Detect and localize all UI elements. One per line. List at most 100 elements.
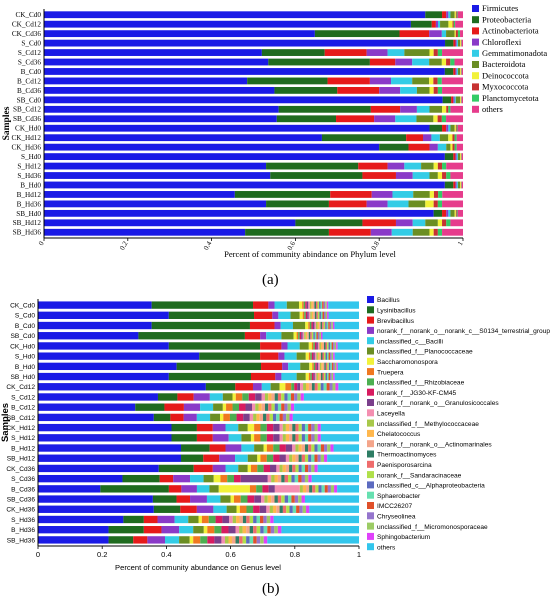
bar-segment-2-SB_Hd12-2 xyxy=(203,454,220,462)
bar-segment-1-B_Cd12-7 xyxy=(433,77,438,85)
bar-segment-2-B_Hd36-14 xyxy=(246,526,250,534)
bar-segment-2-SB_Hd12-4 xyxy=(235,454,248,462)
bar-segment-2-SB_Hd36-10 xyxy=(214,536,222,544)
bar-segment-1-B_Cd0-5 xyxy=(457,68,461,75)
bar-segment-2-SB_Cd0-19 xyxy=(314,332,317,340)
category-label: B_Hd0 xyxy=(20,181,41,189)
bar-segment-2-SB_Hd0-16 xyxy=(322,372,325,381)
bar-segment-2-CK_Cd0-4 xyxy=(274,301,287,309)
bar-segment-2-CK_Hd36-16 xyxy=(282,505,287,513)
bar-segment-1-B_Hd36-2 xyxy=(328,200,367,208)
bar-segment-1-CK_Cd12-2 xyxy=(431,20,436,28)
bar-segment-2-S_Cd12-14 xyxy=(271,393,275,401)
bar-segment-2-B_Cd12-19 xyxy=(277,403,282,411)
category-label: S_Hd0 xyxy=(15,354,35,361)
bar-segment-1-S_Hd12-1 xyxy=(266,162,359,170)
bar-segment-2-B_Hd12-17 xyxy=(311,444,315,452)
bar-segment-2-SB_Cd12-10 xyxy=(243,413,250,422)
bar-segment-2-S_Cd36-16 xyxy=(284,474,289,483)
bar-segment-1-CK_Hd0-6 xyxy=(454,124,456,132)
bar-segment-2-SB_Hd0-21 xyxy=(330,372,332,381)
bar-segment-2-CK_Hd36-24 xyxy=(309,505,359,513)
bar-segment-2-SB_Hd0-4 xyxy=(281,372,297,381)
bar-segment-1-B_Cd36-0 xyxy=(44,86,275,94)
bar-segment-2-B_Hd36-17 xyxy=(256,526,261,534)
bar-segment-1-CK_Hd12-6 xyxy=(448,134,453,142)
bar-segment-2-S_Hd0-7 xyxy=(308,352,311,360)
legend-label: Bacillus xyxy=(377,297,400,304)
bar-segment-2-S_Hd0-6 xyxy=(305,352,309,360)
bar-segment-2-SB_Hd36-20 xyxy=(253,536,257,544)
legend-label: norank_f__norank_o__Granulosicoccales xyxy=(377,400,499,407)
bar-segment-2-B_Hd36-23 xyxy=(277,526,282,534)
bar-segment-2-S_Hd0-5 xyxy=(296,352,306,360)
bar-segment-2-S_Hd36-2 xyxy=(143,515,158,524)
bar-segment-2-CK_Cd12-15 xyxy=(311,383,315,391)
bar-segment-2-B_Cd0-14 xyxy=(319,321,321,330)
bar-segment-2-B_Cd0-17 xyxy=(323,321,326,330)
bar-segment-2-B_Cd36-1 xyxy=(100,485,169,493)
bar-segment-2-B_Cd0-23 xyxy=(332,321,335,330)
bar-segment-2-CK_Cd0-2 xyxy=(253,301,269,309)
bar-segment-2-SB_Hd0-3 xyxy=(275,372,282,381)
bar-segment-2-B_Hd12-3 xyxy=(225,444,242,452)
bar-segment-2-B_Cd12-22 xyxy=(287,403,291,411)
bar-segment-2-S_Hd0-10 xyxy=(313,352,315,360)
bar-segment-1-CK_Cd0-4 xyxy=(448,11,451,19)
bar-segment-2-B_Hd36-7 xyxy=(207,526,215,534)
bar-segment-2-S_Cd0-7 xyxy=(302,311,305,319)
bar-segment-2-CK_Hd0-9 xyxy=(314,342,317,350)
bar-segment-2-CK_Hd36-11 xyxy=(266,505,270,513)
bar-segment-2-B_Cd0-20 xyxy=(328,321,330,330)
bar-segment-1-CK_Hd36-0 xyxy=(44,143,380,151)
bar-segment-2-S_Hd36-21 xyxy=(263,515,267,524)
bar-segment-2-CK_Hd12-6 xyxy=(247,423,255,432)
bar-segment-1-CK_Cd12-8 xyxy=(453,20,456,28)
bar-segment-2-CK_Hd36-2 xyxy=(180,505,197,513)
bar-segment-1-SB_Hd0-2 xyxy=(442,209,447,217)
bar-segment-1-SB_Hd12-1 xyxy=(295,219,363,227)
bar-segment-2-SB_Cd12-22 xyxy=(286,413,290,422)
bar-segment-2-SB_Cd12-17 xyxy=(269,413,273,422)
bar-segment-1-CK_Cd12-3 xyxy=(435,20,438,28)
bar-segment-2-S_Hd36-11 xyxy=(229,515,233,524)
bar-segment-2-S_Hd36-24 xyxy=(273,515,359,524)
bar-segment-2-SB_Cd12-18 xyxy=(272,413,277,422)
bar-segment-2-B_Hd0-12 xyxy=(319,362,322,371)
legend-swatch xyxy=(367,347,374,355)
bar-segment-1-S_Hd36-4 xyxy=(412,172,430,179)
bar-segment-1-B_Cd0-6 xyxy=(460,68,461,75)
bar-segment-2-CK_Hd0-19 xyxy=(330,342,332,350)
bar-segment-1-SB_Cd12-6 xyxy=(442,105,447,113)
bar-segment-2-SB_Hd12-9 xyxy=(273,454,280,462)
legend-swatch xyxy=(367,440,374,448)
bar-segment-2-S_Cd36-6 xyxy=(213,474,221,483)
category-label: CK_Cd0 xyxy=(15,11,41,19)
bar-segment-2-B_Cd0-3 xyxy=(274,321,281,330)
bar-segment-2-CK_Hd12-18 xyxy=(301,423,305,432)
bar-segment-2-CK_Hd36-14 xyxy=(276,505,280,513)
bar-segment-2-B_Hd0-20 xyxy=(331,362,334,371)
bar-segment-1-CK_Hd0-0 xyxy=(44,124,430,132)
bar-segment-2-CK_Cd12-16 xyxy=(314,383,318,391)
category-label: B_Cd12 xyxy=(11,405,35,412)
bar-segment-1-B_Hd12-9 xyxy=(442,191,463,198)
bar-segment-2-S_Cd12-7 xyxy=(235,393,243,401)
bar-segment-2-S_Hd0-22 xyxy=(331,352,334,360)
bar-segment-2-B_Cd12-1 xyxy=(135,403,165,411)
panel-label-b: (b) xyxy=(262,581,280,597)
bar-segment-2-SB_Cd36-20 xyxy=(291,495,295,503)
bar-segment-2-B_Hd0-6 xyxy=(309,362,313,371)
bar-segment-2-S_Cd0-9 xyxy=(305,311,308,319)
bar-segment-1-SB_Hd0-8 xyxy=(456,209,458,217)
bar-segment-2-B_Cd36-8 xyxy=(256,485,263,493)
bar-segment-2-CK_Hd12-24 xyxy=(320,423,359,432)
bar-segment-2-B_Hd12-10 xyxy=(285,444,293,452)
bar-segment-2-SB_Cd0-10 xyxy=(301,332,303,340)
bar-segment-2-B_Hd12-2 xyxy=(209,444,226,452)
bar-segment-2-S_Hd12-1 xyxy=(171,434,197,442)
bar-segment-2-CK_Cd0-24 xyxy=(328,301,359,309)
bar-segment-1-CK_Cd36-8 xyxy=(457,30,461,38)
bar-segment-1-CK_Hd12-0 xyxy=(44,134,322,142)
bar-segment-2-CK_Cd0-21 xyxy=(323,301,326,309)
